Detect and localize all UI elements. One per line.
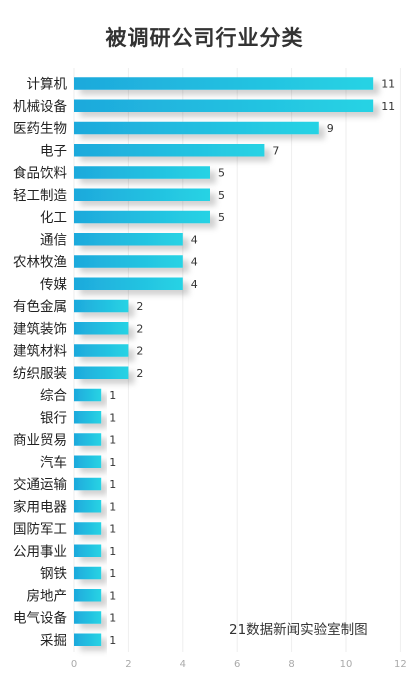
category-label: 汽车	[40, 454, 67, 471]
bar	[74, 366, 129, 379]
bar	[74, 455, 102, 468]
value-label: 1	[109, 434, 116, 447]
category-label: 国防军工	[13, 522, 67, 538]
category-label: 采掘	[40, 633, 67, 649]
credit-text: 21数据新闻实验室制图	[229, 622, 368, 638]
category-label: 钢铁	[40, 566, 67, 582]
category-label: 机械设备	[13, 98, 67, 115]
x-tick-label: 0	[71, 659, 77, 670]
value-label: 5	[218, 189, 225, 202]
bar	[74, 477, 102, 491]
bar	[74, 277, 183, 290]
bar	[74, 611, 102, 624]
bar	[74, 77, 374, 90]
x-tick-label: 2	[125, 659, 131, 670]
x-tick-label: 10	[340, 659, 353, 670]
bar	[74, 566, 102, 580]
value-label: 11	[381, 78, 395, 91]
bar	[74, 144, 265, 157]
category-label: 通信	[40, 232, 67, 248]
category-label: 建筑装饰	[13, 321, 67, 337]
category-label: 电气设备	[13, 610, 67, 627]
category-label: 食品饮料	[13, 165, 67, 182]
category-label: 交通运输	[13, 476, 67, 493]
category-label: 纺织服装	[13, 366, 67, 382]
value-label: 1	[109, 589, 116, 602]
x-tick-label: 8	[288, 659, 294, 670]
value-label: 1	[109, 545, 116, 558]
category-label: 家用电器	[13, 498, 67, 515]
value-label: 1	[109, 567, 116, 580]
value-label: 9	[327, 122, 334, 135]
bars	[74, 77, 374, 646]
value-label: 1	[109, 411, 116, 424]
bar	[74, 121, 319, 135]
category-label: 传媒	[40, 277, 67, 293]
category-label: 农林牧渔	[13, 255, 67, 271]
bar	[74, 166, 210, 179]
category-label: 公用事业	[13, 544, 67, 560]
x-tick-label: 6	[234, 659, 240, 670]
category-label: 轻工制造	[13, 188, 67, 204]
chart-title: 被调研公司行业分类	[105, 26, 304, 50]
value-label: 2	[136, 300, 143, 313]
category-label: 电子	[40, 143, 67, 159]
category-label: 医药生物	[13, 121, 67, 137]
value-label: 4	[191, 278, 198, 291]
value-label: 4	[191, 233, 198, 246]
value-label: 2	[136, 345, 143, 358]
bar	[74, 255, 183, 268]
bar	[74, 233, 183, 246]
bar	[74, 322, 129, 335]
bar	[74, 188, 210, 201]
bar	[74, 388, 102, 402]
bar	[74, 522, 102, 535]
value-label: 5	[218, 167, 225, 180]
x-tick-label: 12	[394, 659, 407, 670]
value-label: 2	[136, 322, 143, 335]
value-label: 1	[109, 478, 116, 491]
bar	[74, 411, 102, 424]
value-label: 1	[109, 523, 116, 536]
value-label: 5	[218, 211, 225, 224]
bar	[74, 210, 210, 224]
bar	[74, 589, 102, 602]
grid-lines	[73, 68, 401, 652]
bar	[74, 433, 102, 446]
value-label: 4	[191, 256, 198, 269]
category-label: 化工	[40, 210, 67, 226]
value-label: 1	[109, 500, 116, 513]
value-label: 1	[109, 612, 116, 625]
x-axis-ticks: 0 2 4 6 8 10 12	[71, 659, 407, 670]
category-label: 商业贸易	[13, 433, 67, 449]
category-label: 综合	[40, 388, 67, 404]
value-label: 1	[109, 389, 116, 402]
category-label: 建筑材料	[13, 344, 67, 360]
category-labels: 计算机机械设备医药生物电子食品饮料轻工制造化工通信农林牧渔传媒有色金属建筑装饰建…	[13, 77, 67, 649]
value-label: 11	[381, 100, 395, 113]
value-label: 2	[136, 367, 143, 380]
value-label: 1	[109, 456, 116, 469]
category-label: 计算机	[27, 77, 68, 93]
bar	[74, 500, 102, 513]
category-label: 银行	[40, 410, 67, 426]
bar	[74, 99, 374, 112]
bar	[74, 544, 102, 557]
value-label: 7	[272, 144, 279, 157]
bar	[74, 633, 102, 646]
category-label: 有色金属	[13, 298, 67, 315]
bar	[74, 299, 129, 313]
value-label: 1	[109, 634, 116, 647]
x-tick-label: 4	[180, 659, 186, 670]
category-label: 房地产	[27, 588, 68, 604]
bar	[74, 344, 129, 357]
